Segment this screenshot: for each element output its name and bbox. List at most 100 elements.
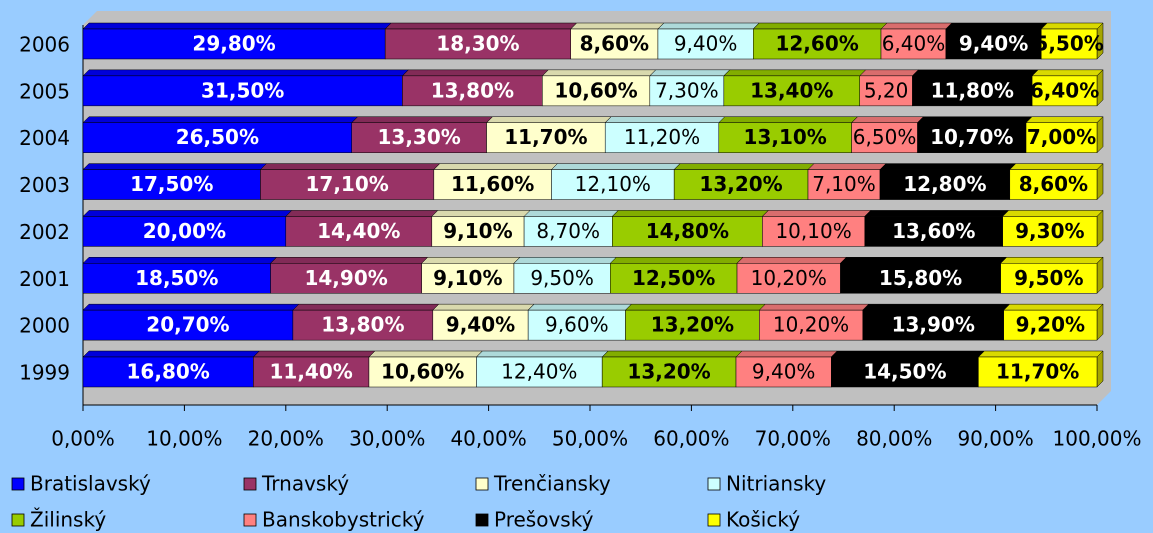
bar-top [673,163,815,170]
data-label: 9,40% [446,313,515,337]
bar-top [485,116,612,123]
bar-segment [977,350,1104,388]
bar-top [1031,69,1104,77]
bar [431,216,525,247]
bar [82,122,352,153]
x-tick-label: 70,00% [755,427,831,451]
bar [978,356,1098,388]
x-tick-label: 40,00% [450,427,526,451]
bar-top [879,163,1017,170]
data-label: 10,60% [381,360,464,384]
bar-segment [82,256,278,294]
bar [253,356,370,388]
bar [432,309,529,341]
bar-top [611,210,769,217]
bar-top [259,163,441,170]
data-label: 20,00% [143,219,226,243]
bar [612,216,763,247]
bar-segment [761,209,872,248]
data-label: 13,20% [651,313,734,337]
bar-top [718,116,859,123]
bar [762,216,866,247]
legend-label: Košický [726,508,800,532]
bar [82,28,386,60]
data-label: 13,20% [699,172,782,196]
y-tick-label: 2005 [19,79,70,103]
bar-top [82,163,268,170]
legend-swatch [475,513,489,527]
bar-top [851,116,925,123]
bar [433,169,552,200]
bar [735,356,832,388]
bar [807,169,881,200]
data-label: 29,80% [192,32,275,56]
data-label: 15,80% [879,266,962,290]
bar-segment [433,162,559,201]
bar-top [758,303,870,311]
bar-top [862,303,1011,311]
bar-top [735,350,838,358]
bar [82,309,294,341]
legend-swatch [707,477,721,491]
bar-top [82,210,293,217]
data-label: 14,50% [863,360,946,384]
legend-label: Žilinský [30,508,106,532]
y-tick-label: 2004 [19,126,70,150]
data-label: 10,20% [751,266,827,290]
bar-top [1003,303,1104,311]
bar [759,309,864,341]
bar [945,28,1042,60]
bar [649,75,725,107]
bar-side [1096,256,1104,294]
data-label: 13,60% [892,219,975,243]
data-label: 5,50% [1034,32,1103,56]
data-label: 10,10% [775,219,851,243]
bar-top [945,22,1048,30]
bar-top [830,350,985,358]
bar-segment [82,22,392,60]
data-label: 9,40% [752,360,816,384]
bar-segment [82,209,293,248]
x-tick-label: 20,00% [248,427,324,451]
data-label: 7,00% [1027,125,1096,149]
data-label: 13,90% [892,313,975,337]
bar-segment [1003,303,1104,341]
bar-segment [550,162,681,201]
bar-segment [513,256,617,294]
x-tick-label: 0,00% [51,427,115,451]
x-tick-label: 10,00% [146,427,222,451]
bar [1025,122,1098,153]
bar [476,356,603,388]
bar [285,216,433,247]
y-tick-label: 1999 [19,361,70,385]
bar-top [513,257,617,264]
data-label: 10,20% [773,313,849,337]
bar-top [807,163,887,170]
data-label: 11,40% [269,360,352,384]
x-tick-label: 30,00% [349,427,425,451]
data-label: 7,10% [812,172,876,196]
bar [723,75,860,107]
legend-label: Trenčiansky [493,472,611,496]
data-label: 6,40% [1030,78,1099,102]
x-tick-label: 50,00% [552,427,628,451]
bar-top [911,69,1039,77]
bar-top [977,350,1104,358]
data-label: 18,30% [436,32,519,56]
bar-top [541,69,657,77]
bar-top [839,257,1008,264]
y-tick-label: 2006 [19,33,70,57]
data-label: 11,70% [504,125,587,149]
bar-segment [252,350,376,388]
bar-top [269,257,429,264]
bar [1000,263,1098,294]
bar [486,122,606,153]
data-label: 8,60% [1019,172,1088,196]
bar-segment [735,350,838,388]
legend-label: Prešovský [494,508,594,532]
bar-side [1096,162,1104,201]
data-label: 11,20% [624,125,700,149]
data-label: 10,70% [930,125,1013,149]
x-tick-label: 80,00% [856,427,932,451]
